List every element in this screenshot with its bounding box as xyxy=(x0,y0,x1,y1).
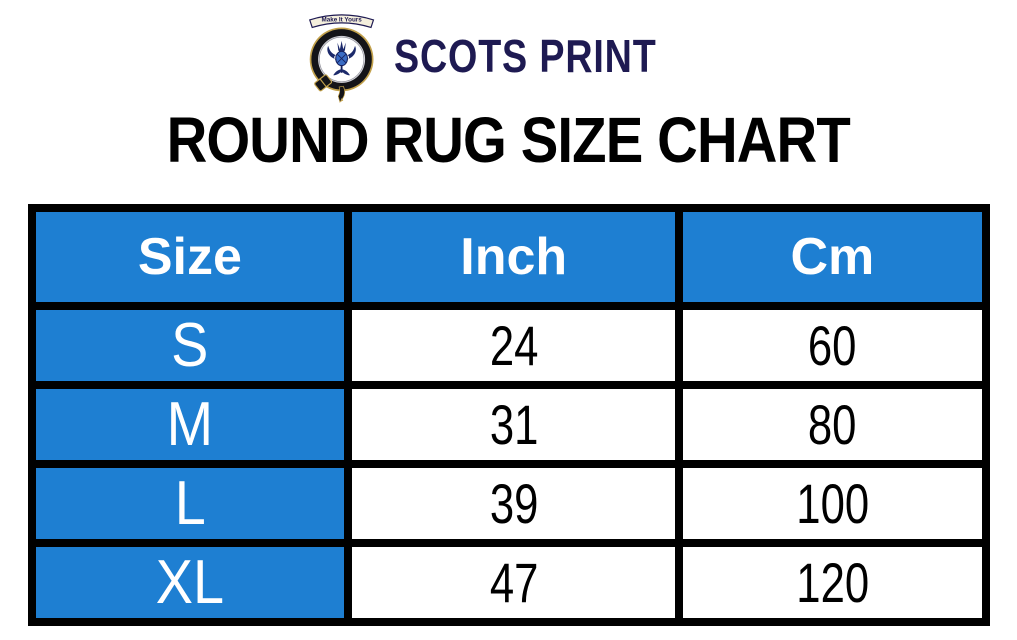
size-chart-table: Size Inch Cm S 24 60 M 31 80 L 39 100 xyxy=(27,204,990,626)
logo-buckle xyxy=(313,74,332,92)
size-cell: S xyxy=(27,302,353,389)
cm-cell: 120 xyxy=(675,539,990,626)
chart-title-wrap: ROUND RUG SIZE CHART xyxy=(0,106,1017,174)
inch-cell: 39 xyxy=(344,460,684,547)
logo-banner: Make It Yours xyxy=(308,14,375,29)
brand-name: SCOTS PRINT xyxy=(393,30,657,82)
table-row-xl: XL 47 120 xyxy=(27,539,990,626)
table-row-m: M 31 80 xyxy=(27,381,990,468)
size-cell: XL xyxy=(27,539,353,626)
thistle-icon xyxy=(327,40,356,76)
cm-cell: 80 xyxy=(675,381,990,468)
page: Make It Yours SCOTS PRINT ROUND RUG SIZE… xyxy=(0,0,1017,626)
page-title: ROUND RUG SIZE CHART xyxy=(166,104,851,176)
col-header-inch: Inch xyxy=(344,204,684,310)
size-cell: M xyxy=(27,381,353,468)
inch-cell: 24 xyxy=(344,302,684,389)
crest-logo-svg: Make It Yours xyxy=(308,14,375,103)
col-header-size: Size xyxy=(27,204,353,310)
col-header-cm: Cm xyxy=(675,204,990,310)
table-row-s: S 24 60 xyxy=(27,302,990,389)
inch-cell: 47 xyxy=(344,539,684,626)
table-header-row: Size Inch Cm xyxy=(27,204,990,310)
cm-cell: 100 xyxy=(675,460,990,547)
table-row-l: L 39 100 xyxy=(27,460,990,547)
logo-banner-text: Make It Yours xyxy=(321,17,362,24)
logo-strap-tail xyxy=(337,85,345,103)
cm-cell: 60 xyxy=(675,302,990,389)
scots-print-crest-logo: Make It Yours xyxy=(303,9,380,103)
brand-header: Make It Yours SCOTS PRINT xyxy=(0,0,1017,104)
inch-cell: 31 xyxy=(344,381,684,468)
size-cell: L xyxy=(27,460,353,547)
